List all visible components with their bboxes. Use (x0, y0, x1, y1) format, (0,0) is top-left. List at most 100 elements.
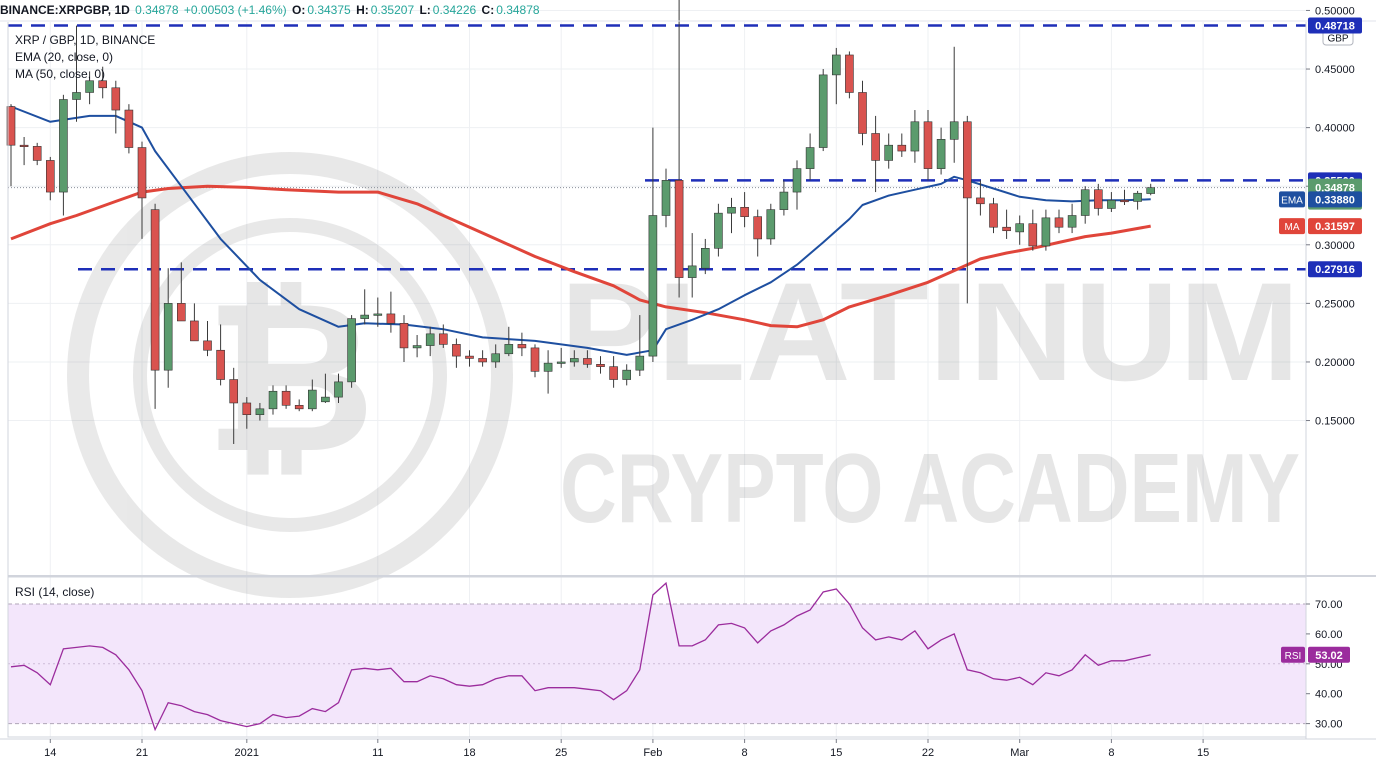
time-axis-label: 18 (463, 747, 475, 759)
candle-body (845, 54, 854, 93)
candle-body (137, 147, 147, 199)
rsi-value-label: 53.02 (1315, 650, 1343, 662)
candle-up (1146, 183, 1155, 196)
candle-down (674, 0, 684, 298)
support-label: 0.27916 (1315, 264, 1355, 276)
candle-body (714, 212, 723, 249)
candle-body (661, 180, 671, 216)
candle-up (766, 203, 776, 245)
candle-up (543, 350, 553, 394)
candle-down (98, 66, 107, 99)
candle-down (177, 262, 186, 322)
candle-up (792, 160, 802, 210)
time-axis-label: 15 (1197, 747, 1209, 759)
resistance-high-label: 0.48718 (1315, 20, 1355, 32)
candle-up (1080, 186, 1090, 224)
ema-tag (1279, 191, 1305, 208)
candle-up (373, 297, 383, 327)
candle-up (85, 71, 94, 105)
time-axis-label: Feb (643, 747, 662, 759)
candle-body (740, 206, 749, 217)
candle-down (740, 192, 749, 228)
rsi-tag (1281, 646, 1305, 663)
candle-down (190, 303, 199, 342)
candle-body (190, 320, 199, 342)
candle-down (962, 115, 972, 304)
candle-body (307, 389, 317, 410)
candle-up (425, 326, 435, 357)
legend-ma[interactable]: MA (50, close, 0) (15, 67, 106, 81)
candle-body (491, 353, 501, 363)
candle-up (884, 133, 894, 169)
candle-up (1107, 192, 1116, 212)
candle-down (452, 338, 461, 368)
candle-up (504, 326, 514, 357)
time-axis-label: 21 (136, 747, 148, 759)
candle-body (648, 215, 658, 357)
candle-up (59, 94, 68, 216)
candle-body (556, 361, 566, 364)
candle-body (85, 80, 94, 93)
candle-body (871, 133, 880, 161)
low-label: L: (419, 3, 431, 17)
candle-down (1094, 183, 1103, 216)
candle-body (412, 345, 422, 349)
price-axis-label: 0.15000 (1315, 416, 1355, 428)
candle-body (242, 402, 252, 415)
rsi-value-badge (1308, 646, 1350, 663)
rsi-legend: RSI (14, close) (15, 584, 94, 601)
candle-down (45, 156, 55, 201)
candle-down (976, 180, 985, 216)
candle-body (229, 379, 238, 404)
candle-body (438, 333, 448, 345)
legend-title[interactable]: XRP / GBP, 1D, BINANCE (15, 33, 156, 47)
candle-body (399, 322, 409, 349)
price-axis-label: 0.40000 (1315, 123, 1355, 135)
candle-down (989, 197, 998, 234)
candles (6, 0, 1155, 444)
time-axis-label: 15 (830, 747, 842, 759)
candle-body (1107, 199, 1116, 209)
candle-body (1054, 217, 1064, 228)
candle-body (19, 144, 29, 147)
candle-body (543, 362, 553, 372)
candle-up (268, 385, 278, 415)
candle-up (700, 238, 710, 275)
candle-down (1120, 189, 1129, 205)
candle-body (936, 139, 946, 169)
ma-tag-label: MA (1285, 222, 1300, 233)
candle-up (831, 47, 841, 105)
legend-ema[interactable]: EMA (20, close, 0) (15, 50, 114, 64)
candle-up (163, 268, 173, 388)
candle-down (1028, 209, 1038, 251)
candle-down (386, 291, 396, 333)
candle-body (59, 99, 68, 193)
legend-rsi[interactable]: RSI (14, close) (15, 585, 95, 599)
candle-down (294, 399, 304, 412)
candle-body (858, 92, 867, 134)
last-price: 0.34878 (135, 3, 179, 17)
price-change: +0.00503 (+1.46%) (183, 3, 287, 17)
close-label: C: (481, 3, 495, 17)
candle-down (845, 51, 854, 99)
candle-up (805, 133, 815, 181)
candle-up (569, 350, 579, 367)
candle-body (32, 146, 42, 161)
candle-body (989, 203, 998, 228)
time-axis-label: Mar (1010, 747, 1029, 759)
candle-down (438, 324, 448, 348)
candle-up (412, 335, 422, 358)
rsi-axis-label: 60.00 (1315, 629, 1343, 641)
candle-body (923, 121, 933, 169)
time-axis-label: 2021 (235, 747, 259, 759)
ma50-line (10, 184, 1151, 329)
candle-body (569, 358, 579, 363)
symbol-label: BINANCE:XRPGBP, 1D (0, 3, 130, 17)
candle-body (1094, 189, 1103, 209)
candle-down (530, 344, 540, 378)
symbol-header: BINANCE:XRPGBP, 1D 0.34878 +0.00503 (+1.… (0, 0, 1376, 20)
candle-body (818, 74, 828, 148)
candle-body (150, 209, 160, 371)
candle-body (177, 303, 186, 322)
candle-down (583, 350, 592, 368)
